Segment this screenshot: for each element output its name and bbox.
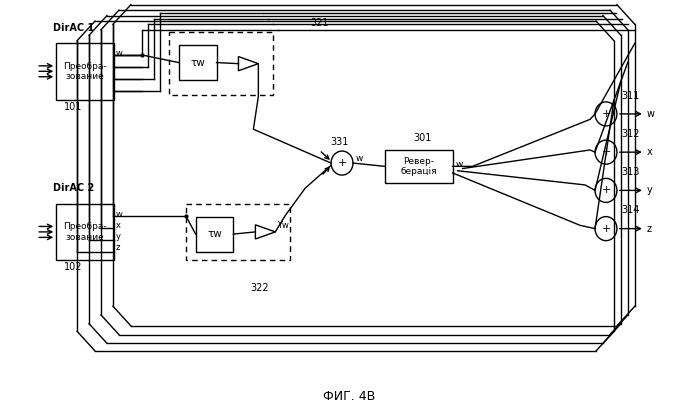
Bar bbox=[196, 217, 233, 252]
Text: z: z bbox=[116, 243, 120, 252]
Text: 321: 321 bbox=[310, 18, 329, 28]
Text: DirAC 1: DirAC 1 bbox=[53, 23, 94, 33]
Text: x: x bbox=[116, 221, 121, 230]
Text: w: w bbox=[456, 160, 463, 168]
Text: x: x bbox=[647, 147, 653, 157]
Text: DirAC 2: DirAC 2 bbox=[53, 183, 94, 193]
Text: 322: 322 bbox=[250, 282, 269, 293]
Text: 313: 313 bbox=[621, 167, 640, 177]
Text: 311: 311 bbox=[621, 91, 640, 101]
Text: +: + bbox=[338, 158, 347, 168]
Text: y: y bbox=[116, 232, 121, 241]
Bar bbox=[186, 204, 290, 260]
Text: Преобра-
зование: Преобра- зование bbox=[63, 61, 107, 81]
Text: +: + bbox=[601, 186, 611, 195]
Text: 312: 312 bbox=[621, 129, 640, 139]
Text: 101: 101 bbox=[64, 101, 82, 112]
Text: w: w bbox=[116, 210, 123, 219]
Text: 314: 314 bbox=[621, 206, 640, 215]
Text: w: w bbox=[116, 49, 123, 58]
Text: 102: 102 bbox=[64, 262, 82, 272]
Text: Преобра-
зование: Преобра- зование bbox=[63, 222, 107, 242]
Text: y: y bbox=[647, 186, 653, 195]
Bar bbox=[168, 32, 273, 95]
Text: +: + bbox=[601, 109, 611, 119]
Text: w: w bbox=[647, 109, 655, 119]
Text: 301: 301 bbox=[414, 133, 432, 143]
Text: τw: τw bbox=[190, 57, 205, 68]
Text: τw: τw bbox=[207, 229, 222, 239]
Text: +: + bbox=[601, 147, 611, 157]
Text: 331: 331 bbox=[330, 136, 349, 147]
Bar bbox=[385, 150, 452, 183]
Text: w: w bbox=[356, 154, 363, 163]
Bar bbox=[56, 204, 114, 260]
Bar bbox=[56, 43, 114, 100]
Text: ФИГ. 4B: ФИГ. 4B bbox=[323, 390, 375, 403]
Bar bbox=[179, 45, 217, 80]
Text: Ревер-
берація: Ревер- берація bbox=[401, 157, 437, 176]
Text: Yw: Yw bbox=[278, 221, 289, 230]
Text: z: z bbox=[647, 223, 651, 234]
Text: +: + bbox=[601, 223, 611, 234]
